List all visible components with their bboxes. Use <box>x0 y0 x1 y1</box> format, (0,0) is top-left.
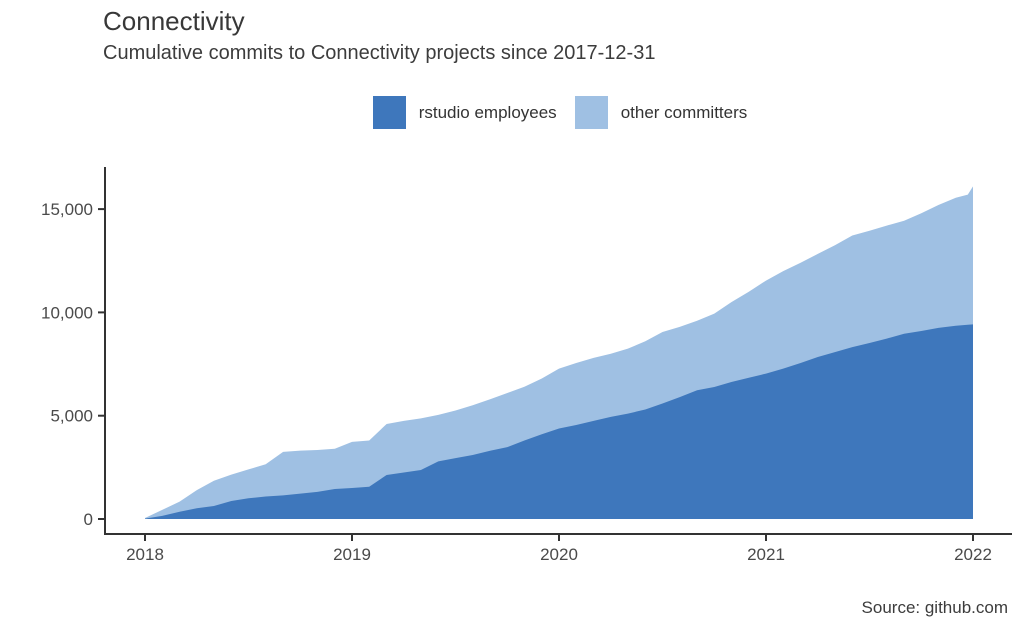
x-tick-label-2021: 2021 <box>747 545 785 564</box>
legend-swatch-dark-blue <box>372 96 406 129</box>
x-tick-label-2022: 2022 <box>954 545 992 564</box>
legend-item-other-committers: other committers <box>574 96 748 129</box>
axis-lines <box>104 167 1012 535</box>
y-tick-label-10000: 10,000 <box>41 303 93 322</box>
x-tick-label-2020: 2020 <box>540 545 578 564</box>
chart-subtitle: Cumulative commits to Connectivity proje… <box>103 42 656 64</box>
source-caption: Source: github.com <box>861 598 1008 617</box>
x-tick-label-2018: 2018 <box>126 545 164 564</box>
legend-item-rstudio-employees: rstudio employees <box>372 96 557 129</box>
legend-swatch-light-blue <box>574 96 608 129</box>
y-tick-label-0: 0 <box>84 510 93 529</box>
legend-label: rstudio employees <box>418 102 557 122</box>
area-rstudio-employees <box>145 324 973 519</box>
chart-title: Connectivity <box>103 6 245 36</box>
y-tick-label-15000: 15,000 <box>41 200 93 219</box>
x-tick-label-2019: 2019 <box>333 545 371 564</box>
y-tick-label-5000: 5,000 <box>50 407 93 426</box>
chart-legend: rstudio employees other committers <box>105 96 1015 129</box>
legend-label: other committers <box>620 102 748 122</box>
